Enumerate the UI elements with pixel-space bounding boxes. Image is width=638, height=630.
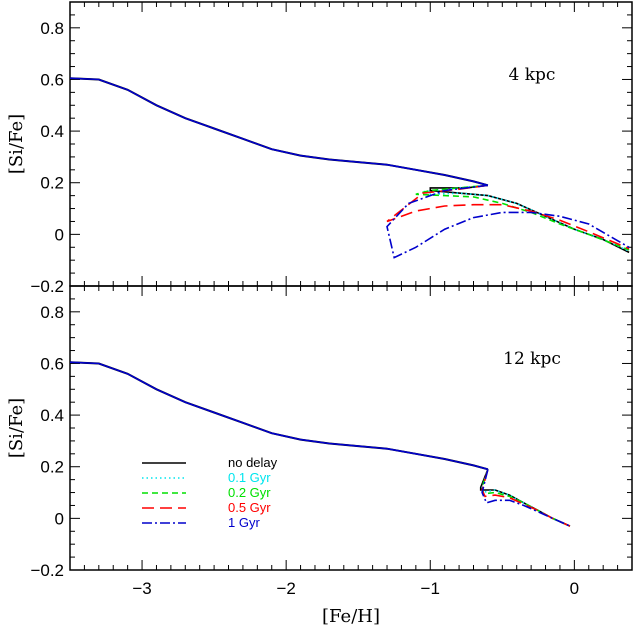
y-tick-label: 0.8 <box>40 19 64 38</box>
series-line-3 <box>481 469 571 527</box>
y-tick-label: 0.4 <box>40 406 64 425</box>
panel-bottom: −0.2 0 0.2 0.4 0.6 0.8 −3 −2 −1 0 [Si/Fe] [Fe/H] 12 … <box>6 285 633 627</box>
x-tick-label: −3 <box>132 579 151 598</box>
series-line-shared <box>70 361 489 471</box>
y-tick-label: 0.2 <box>40 458 64 477</box>
series-line-4 <box>481 469 571 527</box>
radius-annotation: 4 kpc <box>509 65 556 85</box>
y-axis-label: [Si/Fe] <box>6 398 27 458</box>
series-line-3 <box>386 184 630 250</box>
legend-label-1: 0.1 Gyr <box>228 470 271 485</box>
series-line-4 <box>386 184 630 259</box>
legend-label-0: no delay <box>228 455 278 470</box>
radius-annotation: 12 kpc <box>503 349 561 369</box>
series-line-1 <box>481 469 571 527</box>
series-line-shared-overlay <box>70 361 489 471</box>
plot-frame <box>69 1 633 287</box>
plot-frame <box>69 285 633 571</box>
legend-label-4: 1 Gyr <box>228 515 260 530</box>
legend-label-3: 0.5 Gyr <box>228 500 271 515</box>
y-axis-label: [Si/Fe] <box>6 114 27 174</box>
series-line-shared-overlay <box>70 77 489 187</box>
x-axis-label: [Fe/H] <box>322 606 380 627</box>
y-tick-label: 0.2 <box>40 174 64 193</box>
y-tick-label: −0.2 <box>30 561 64 580</box>
series-line-0 <box>479 469 571 527</box>
legend-label-2: 0.2 Gyr <box>228 485 271 500</box>
x-tick-label: 0 <box>570 579 579 598</box>
y-tick-label: 0.6 <box>40 354 64 373</box>
series-line-0 <box>429 184 630 254</box>
series-line-2 <box>415 184 630 251</box>
y-tick-label: 0 <box>55 509 64 528</box>
series-line-shared <box>70 77 489 187</box>
panel-top: −0.2 0 0.2 0.4 0.6 0.8 [Si/Fe] 4 kpc <box>6 1 633 296</box>
x-tick-label: −2 <box>276 579 295 598</box>
series-line-2 <box>481 469 571 527</box>
y-tick-label: −0.2 <box>30 277 64 296</box>
series-line-1 <box>422 184 630 252</box>
y-tick-label: 0.4 <box>40 122 64 141</box>
y-tick-label: 0.8 <box>40 303 64 322</box>
y-tick-label: 0.6 <box>40 70 64 89</box>
x-tick-label: −1 <box>421 579 440 598</box>
y-tick-label: 0 <box>55 225 64 244</box>
